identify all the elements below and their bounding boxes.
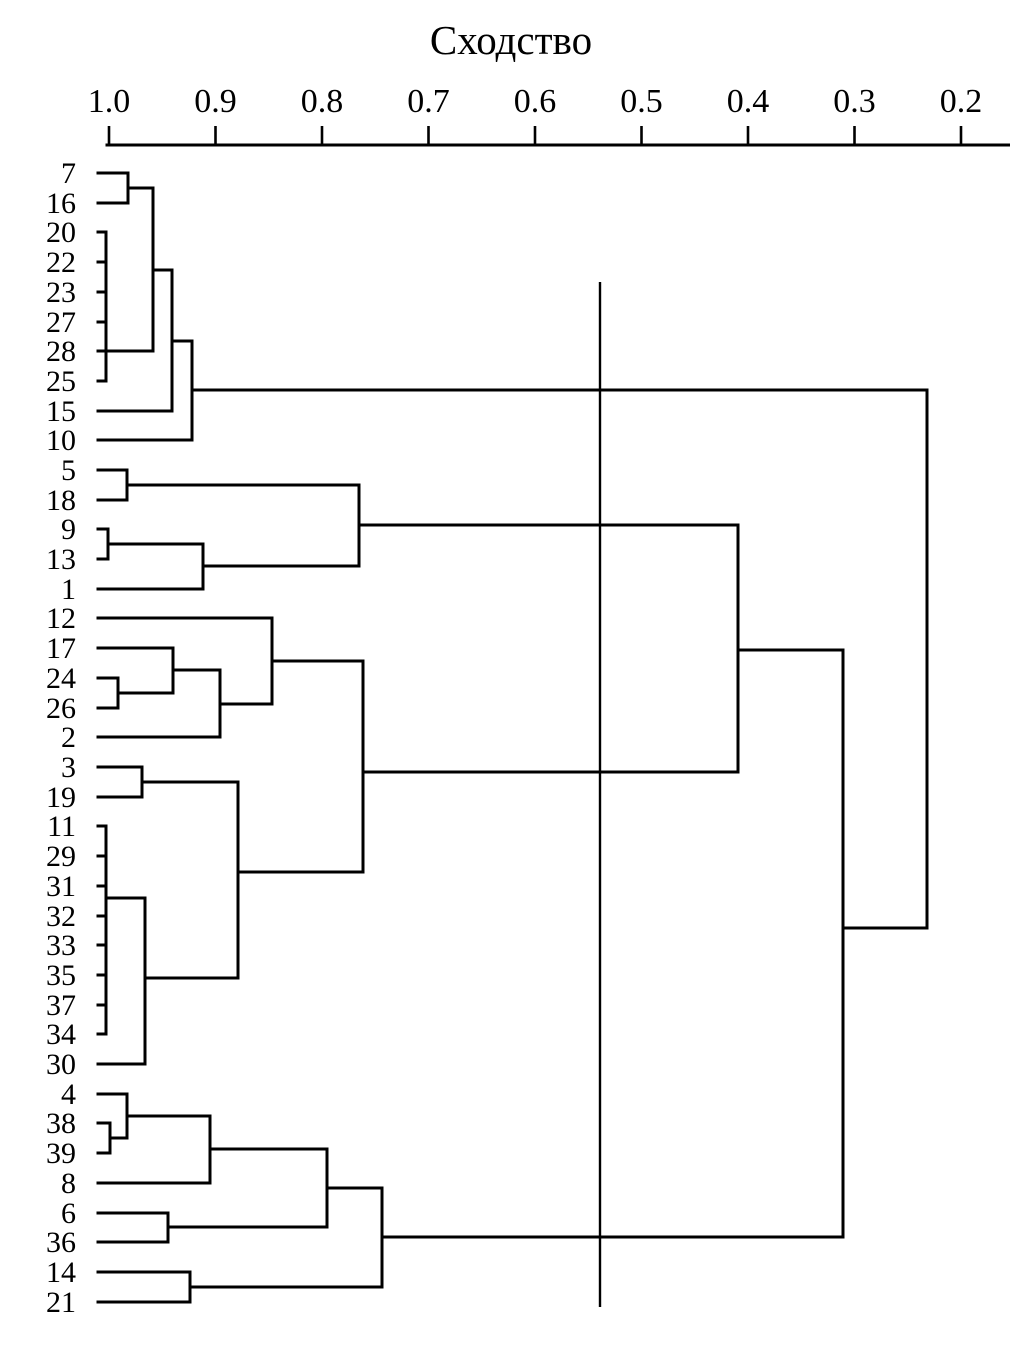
leaf-labels: 7162022232728251510518913112172426231911… — [46, 157, 76, 1319]
leaf-label-4: 4 — [61, 1078, 76, 1111]
leaf-label-30: 30 — [46, 1048, 76, 1081]
axis-tick-label-0.8: 0.8 — [301, 83, 344, 120]
leaf-label-28: 28 — [46, 335, 76, 368]
leaf-label-6: 6 — [61, 1197, 76, 1230]
leaf-label-7: 7 — [61, 157, 76, 190]
axis-tick-label-0.9: 0.9 — [194, 83, 237, 120]
leaf-label-2: 2 — [61, 721, 76, 754]
leaf-label-18: 18 — [46, 484, 76, 517]
leaf-label-14: 14 — [46, 1256, 76, 1289]
axis-tick-label-0.6: 0.6 — [514, 83, 557, 120]
leaf-label-24: 24 — [46, 662, 76, 695]
leaf-label-27: 27 — [46, 306, 76, 339]
leaf-label-3: 3 — [61, 751, 76, 784]
leaf-label-17: 17 — [46, 632, 76, 665]
similarity-axis: 1.0 0.9 0.8 0.7 0.6 0.5 0.4 0.3 0.2 — [88, 83, 1010, 147]
leaf-label-10: 10 — [46, 424, 76, 457]
leaf-label-16: 16 — [46, 187, 76, 220]
chart-title: Сходство — [430, 17, 592, 63]
leaf-label-21: 21 — [46, 1286, 76, 1319]
leaf-label-23: 23 — [46, 276, 76, 309]
leaf-label-22: 22 — [46, 246, 76, 279]
leaf-label-34: 34 — [46, 1018, 76, 1051]
leaf-label-20: 20 — [46, 216, 76, 249]
leaf-label-36: 36 — [46, 1226, 76, 1259]
leaf-label-31: 31 — [46, 870, 76, 903]
leaf-label-9: 9 — [61, 513, 76, 546]
leaf-label-25: 25 — [46, 365, 76, 398]
leaf-label-13: 13 — [46, 543, 76, 576]
axis-tick-label-0.3: 0.3 — [833, 83, 876, 120]
axis-tick-label-0.4: 0.4 — [727, 83, 770, 120]
leaf-label-1: 1 — [61, 573, 76, 606]
leaf-label-33: 33 — [46, 929, 76, 962]
dendrogram-tree — [96, 171, 929, 1304]
axis-tick-label-0.2: 0.2 — [940, 83, 983, 120]
axis-tick-label-1.0: 1.0 — [88, 83, 131, 120]
leaf-label-8: 8 — [61, 1167, 76, 1200]
leaf-label-26: 26 — [46, 692, 76, 725]
leaf-label-19: 19 — [46, 781, 76, 814]
leaf-label-5: 5 — [61, 454, 76, 487]
axis-tick-label-0.5: 0.5 — [620, 83, 663, 120]
leaf-label-32: 32 — [46, 900, 76, 933]
leaf-label-29: 29 — [46, 840, 76, 873]
leaf-label-12: 12 — [46, 602, 76, 635]
leaf-label-11: 11 — [47, 810, 76, 843]
leaf-label-35: 35 — [46, 959, 76, 992]
axis-tick-label-0.7: 0.7 — [407, 83, 450, 120]
leaf-label-38: 38 — [46, 1107, 76, 1140]
leaf-label-37: 37 — [46, 989, 76, 1022]
leaf-label-39: 39 — [46, 1137, 76, 1170]
leaf-label-15: 15 — [46, 395, 76, 428]
